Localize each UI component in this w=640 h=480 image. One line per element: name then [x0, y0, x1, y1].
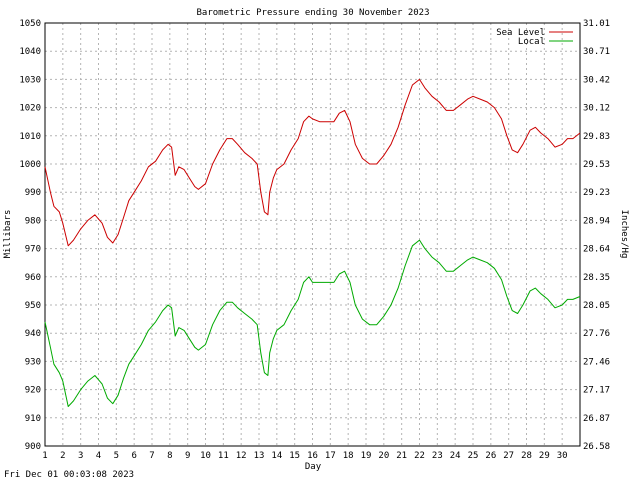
- x-tick-label: 26: [485, 451, 496, 461]
- x-tick-label: 18: [343, 451, 354, 461]
- x-tick-label: 3: [78, 451, 83, 461]
- y2-tick-label: 28.35: [583, 273, 610, 283]
- x-tick-label: 1: [42, 451, 47, 461]
- y-tick-label: 1020: [19, 104, 41, 114]
- y2-tick-label: 30.12: [583, 104, 610, 114]
- series-lines: [44, 78, 581, 407]
- footer-timestamp: Fri Dec 01 00:03:08 2023: [4, 470, 134, 480]
- legend-label-sea-level: Sea Level: [496, 28, 545, 38]
- x-tick-label: 25: [468, 451, 479, 461]
- x-tick-label: 4: [96, 451, 101, 461]
- y2-tick-label: 29.83: [583, 132, 610, 142]
- x-tick-label: 27: [503, 451, 514, 461]
- y2-tick-label: 27.76: [583, 329, 610, 339]
- legend: Sea Level Local: [496, 28, 573, 47]
- y2-tick-label: 28.94: [583, 216, 610, 226]
- y-tick-label: 940: [25, 329, 41, 339]
- y-tick-label: 990: [25, 188, 41, 198]
- x-tick-label: 2: [60, 451, 65, 461]
- x-tick-label: 24: [450, 451, 461, 461]
- y-tick-label: 970: [25, 245, 41, 255]
- x-tick-label: 21: [396, 451, 407, 461]
- y-axis-label: Millibars: [3, 210, 13, 259]
- x-tick-label: 20: [378, 451, 389, 461]
- series-line-sea-level: [44, 78, 581, 247]
- legend-label-local: Local: [518, 37, 545, 47]
- x-tick-label: 6: [131, 451, 136, 461]
- x-tick-label: 22: [414, 451, 425, 461]
- y2-tick-label: 29.23: [583, 188, 610, 198]
- y2-tick-label: 28.64: [583, 245, 610, 255]
- x-tick-label: 23: [432, 451, 443, 461]
- x-tick-label: 12: [236, 451, 247, 461]
- grid-lines: [45, 23, 580, 446]
- y2-tick-label: 27.17: [583, 386, 610, 396]
- y-tick-label: 950: [25, 301, 41, 311]
- x-tick-label: 19: [361, 451, 372, 461]
- y2-tick-label: 30.71: [583, 47, 610, 57]
- y2-tick-label: 29.53: [583, 160, 610, 170]
- y2-axis-label: Inches/Hg: [619, 210, 629, 259]
- y-tick-label: 1050: [19, 19, 41, 29]
- x-tick-label: 30: [557, 451, 568, 461]
- y-tick-label: 1040: [19, 47, 41, 57]
- x-tick-label: 7: [149, 451, 154, 461]
- y2-axis-ticks: 31.01 30.71 30.42 30.12 29.83 29.53 29.23 28.94…: [583, 19, 610, 452]
- y2-tick-label: 31.01: [583, 19, 610, 29]
- x-tick-label: 29: [539, 451, 550, 461]
- y-tick-label: 910: [25, 414, 41, 424]
- series-line-local: [44, 239, 581, 407]
- y-axis-ticks: 1050 1040 1030 1020 1010 1000 990 980 970 960 950 9…: [19, 19, 41, 452]
- x-tick-label: 11: [218, 451, 229, 461]
- y2-tick-label: 26.87: [583, 414, 610, 424]
- y-tick-label: 1000: [19, 160, 41, 170]
- x-tick-label: 14: [271, 451, 282, 461]
- chart-title: Barometric Pressure ending 30 November 2…: [197, 8, 430, 18]
- y2-tick-label: 27.46: [583, 357, 610, 367]
- plot-frame: [44, 22, 581, 447]
- x-tick-label: 15: [289, 451, 300, 461]
- y2-tick-label: 28.05: [583, 301, 610, 311]
- y-tick-label: 1010: [19, 132, 41, 142]
- y-tick-label: 1030: [19, 75, 41, 85]
- y-tick-label: 980: [25, 216, 41, 226]
- x-axis-ticks: 1 2 3 4 5 6 7 8 9 10 11 12 13 14 15 16 17 18 19 20 21 22 23 24 2…: [42, 451, 567, 461]
- x-tick-label: 16: [307, 451, 318, 461]
- x-tick-label: 10: [200, 451, 211, 461]
- x-tick-label: 17: [325, 451, 336, 461]
- x-tick-label: 9: [185, 451, 190, 461]
- y2-tick-label: 26.58: [583, 442, 610, 452]
- x-tick-label: 5: [114, 451, 119, 461]
- x-tick-label: 13: [254, 451, 265, 461]
- y-tick-label: 900: [25, 442, 41, 452]
- x-tick-label: 28: [521, 451, 532, 461]
- x-tick-label: 8: [167, 451, 172, 461]
- y-tick-label: 920: [25, 386, 41, 396]
- x-axis-label: Day: [305, 462, 322, 472]
- y-tick-label: 960: [25, 273, 41, 283]
- y2-tick-label: 30.42: [583, 75, 610, 85]
- y-tick-label: 930: [25, 357, 41, 367]
